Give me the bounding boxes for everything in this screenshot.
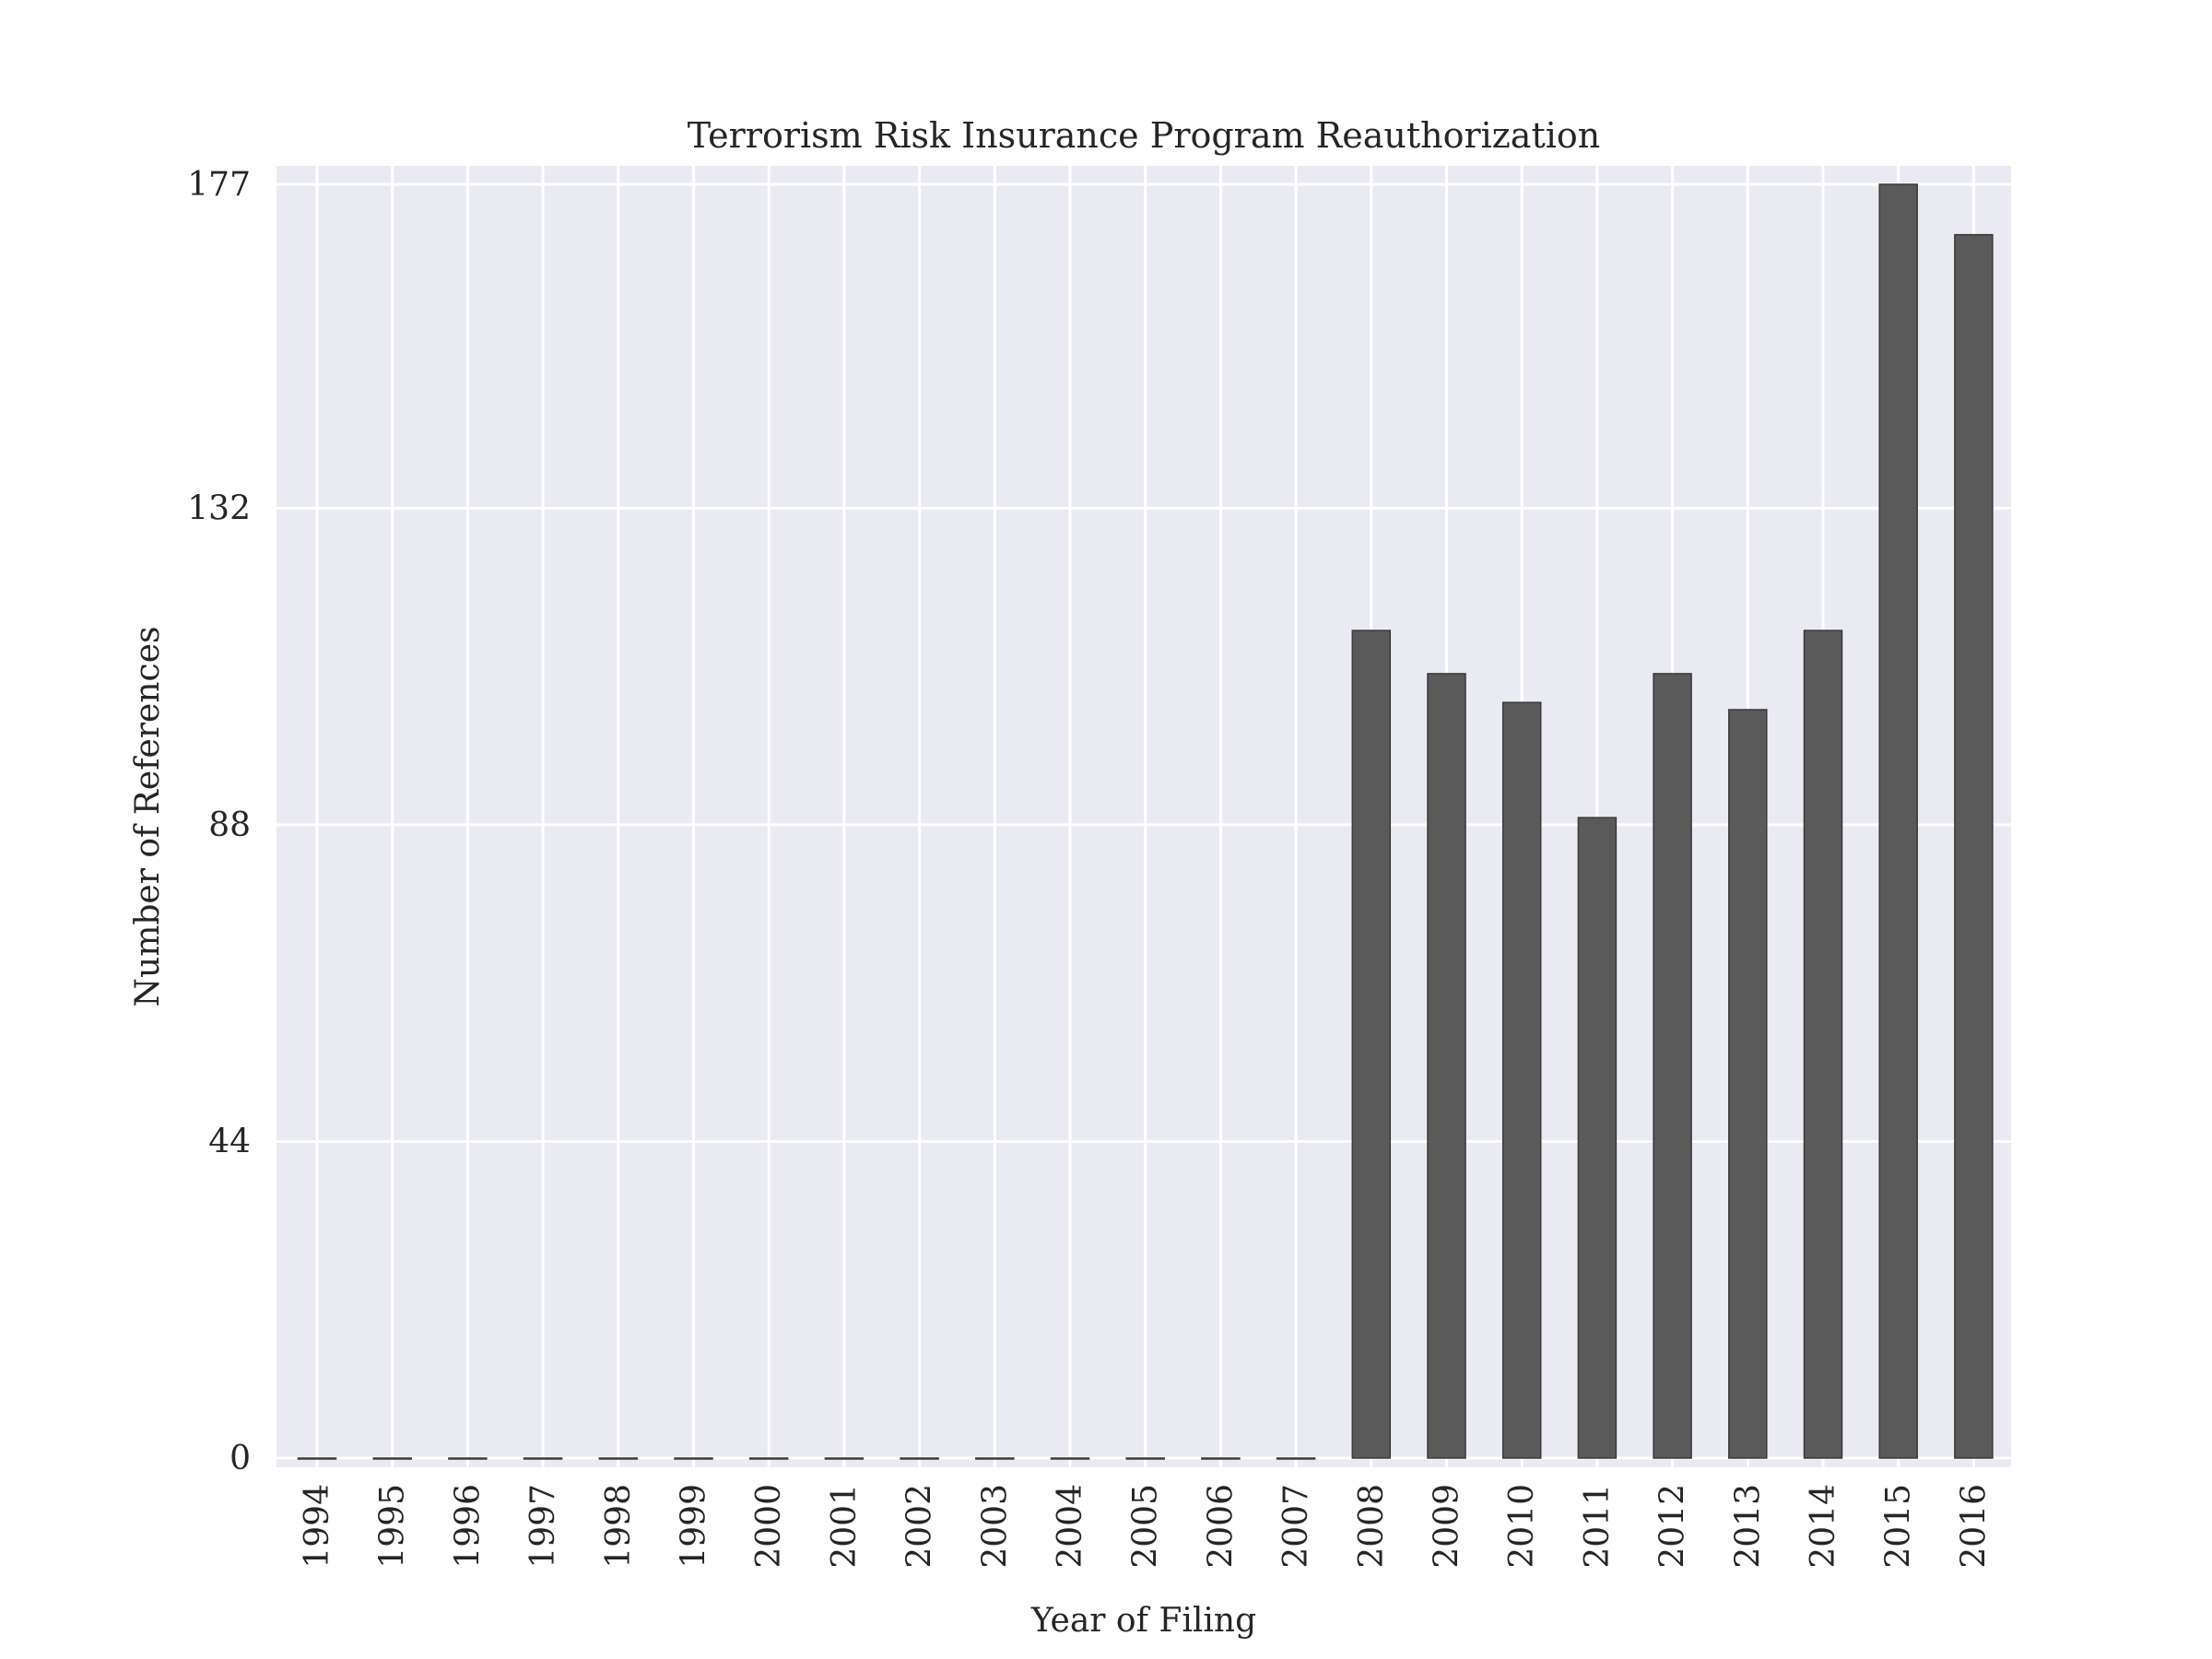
bar-2002 (900, 1457, 939, 1460)
x-tick-label: 2016 (1955, 1484, 1993, 1569)
x-tick-label: 2015 (1880, 1484, 1918, 1569)
bar-2014 (1803, 629, 1843, 1459)
x-tick-label: 2003 (976, 1484, 1014, 1569)
x-tick-label: 2005 (1127, 1484, 1165, 1569)
x-tick-label: 2014 (1805, 1484, 1842, 1569)
bar-2012 (1653, 673, 1692, 1459)
bar-2004 (1050, 1457, 1090, 1460)
bar-2011 (1577, 817, 1618, 1459)
x-tick-label: 1995 (374, 1484, 412, 1569)
bar-2007 (1276, 1457, 1316, 1460)
y-tick-label: 132 (187, 489, 251, 527)
x-tick-label: 2000 (750, 1484, 788, 1569)
bar-2006 (1201, 1457, 1241, 1460)
bar-1997 (523, 1457, 563, 1460)
x-tick-label: 1997 (524, 1484, 562, 1569)
bar-2003 (975, 1457, 1015, 1460)
bar-2010 (1501, 701, 1542, 1459)
y-tick-label: 177 (187, 166, 251, 204)
bar-1995 (372, 1457, 412, 1460)
x-tick-label: 2012 (1654, 1484, 1692, 1569)
bar-2001 (824, 1457, 865, 1460)
x-tick-label: 2001 (826, 1484, 864, 1569)
x-axis-label: Year of Filing (1030, 1602, 1256, 1640)
bar-2008 (1351, 629, 1392, 1459)
bar-1999 (674, 1457, 713, 1460)
x-tick-label: 1998 (600, 1484, 638, 1569)
x-tick-label: 2004 (1052, 1484, 1089, 1569)
x-tick-label: 2006 (1202, 1484, 1240, 1569)
y-axis-label: Number of References (129, 627, 167, 1007)
bar-2005 (1125, 1457, 1165, 1460)
bars (297, 183, 1994, 1460)
x-tick-label: 1994 (299, 1484, 336, 1569)
plot-background (276, 166, 2011, 1467)
bar-2015 (1878, 183, 1918, 1459)
bar-1994 (297, 1457, 337, 1460)
x-tick-label: 2011 (1579, 1484, 1617, 1569)
x-tick-label: 1996 (449, 1484, 487, 1569)
y-tick-label: 88 (208, 806, 251, 844)
x-tick-label: 2002 (901, 1484, 939, 1569)
x-tick-label: 2009 (1429, 1484, 1466, 1569)
bar-2000 (748, 1457, 789, 1460)
bar-2009 (1427, 673, 1466, 1459)
x-tick-label: 1999 (676, 1484, 713, 1569)
x-tick-label: 2010 (1503, 1484, 1541, 1569)
x-tick-label: 2008 (1353, 1484, 1391, 1569)
y-axis-ticks: 0 44 88 132 177 (187, 166, 251, 1477)
y-tick-label: 44 (208, 1123, 251, 1160)
bar-2013 (1728, 709, 1768, 1459)
chart-title: Terrorism Risk Insurance Program Reautho… (688, 115, 1601, 156)
x-tick-label: 2007 (1277, 1484, 1315, 1569)
bar-1998 (598, 1457, 639, 1460)
bar-1996 (448, 1457, 488, 1460)
x-axis-ticks: 1994 1995 1996 1997 1998 1999 2000 2001 2002 2003… (299, 1484, 1993, 1569)
bar-2016 (1954, 233, 1994, 1459)
y-tick-label: 0 (229, 1440, 251, 1477)
x-tick-label: 2013 (1729, 1484, 1767, 1569)
